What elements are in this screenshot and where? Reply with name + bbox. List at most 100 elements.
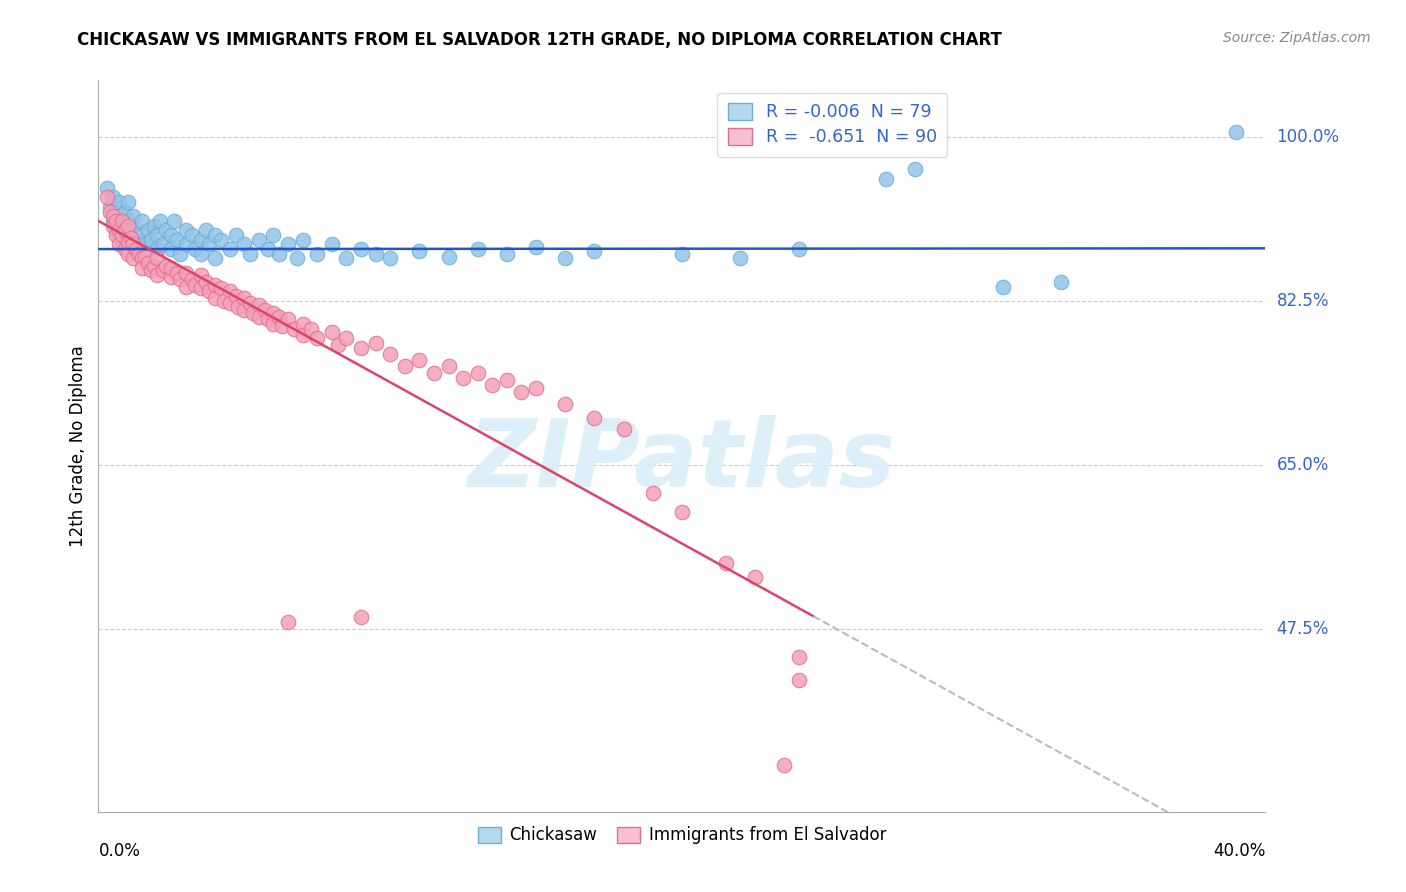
Point: [380, 252, 402, 266]
Point: [218, 296, 240, 310]
Point: [225, 227, 247, 242]
Y-axis label: 12th Grade, No Diploma: 12th Grade, No Diploma: [69, 345, 87, 547]
Point: [183, 277, 205, 292]
Point: [117, 214, 139, 228]
Point: [253, 303, 276, 318]
Point: [98, 200, 121, 214]
Point: [146, 252, 169, 266]
Legend: Chickasaw, Immigrants from El Salvador: Chickasaw, Immigrants from El Salvador: [471, 820, 893, 851]
Point: [247, 233, 270, 247]
Text: 65.0%: 65.0%: [1277, 456, 1329, 474]
Point: [122, 233, 145, 247]
Point: [350, 609, 373, 624]
Point: [146, 268, 169, 283]
Point: [96, 181, 118, 195]
Point: [612, 422, 634, 436]
Text: Source: ZipAtlas.com: Source: ZipAtlas.com: [1223, 31, 1371, 45]
Point: [139, 262, 162, 277]
Point: [467, 366, 489, 380]
Point: [307, 246, 329, 260]
Point: [128, 237, 150, 252]
Point: [510, 384, 533, 399]
Point: [1050, 275, 1073, 289]
Point: [101, 214, 124, 228]
Point: [256, 312, 278, 326]
Point: [183, 242, 205, 256]
Point: [204, 277, 226, 292]
Point: [787, 242, 810, 256]
Point: [174, 223, 197, 237]
Point: [408, 352, 430, 367]
Point: [641, 486, 664, 500]
Point: [262, 227, 284, 242]
Point: [122, 237, 145, 252]
Point: [269, 246, 291, 260]
Point: [163, 214, 186, 228]
Point: [111, 227, 134, 242]
Point: [335, 252, 357, 266]
Point: [277, 615, 299, 630]
Point: [350, 341, 373, 355]
Point: [730, 252, 752, 266]
Point: [218, 285, 240, 299]
Point: [321, 237, 343, 252]
Point: [583, 244, 606, 258]
Point: [271, 318, 294, 333]
Point: [101, 190, 124, 204]
Point: [131, 260, 153, 275]
Point: [98, 204, 121, 219]
Point: [146, 242, 169, 256]
Point: [744, 570, 766, 584]
Point: [134, 237, 156, 252]
Point: [394, 359, 416, 374]
Point: [131, 214, 153, 228]
Point: [451, 371, 474, 385]
Point: [496, 373, 519, 387]
Point: [136, 256, 159, 270]
Point: [262, 317, 284, 331]
Point: [991, 279, 1014, 293]
Point: [166, 266, 188, 280]
Point: [134, 250, 156, 264]
Point: [101, 209, 124, 223]
Point: [160, 227, 183, 242]
Point: [269, 310, 291, 324]
Point: [307, 331, 329, 345]
Point: [209, 281, 232, 295]
Point: [190, 268, 212, 283]
Point: [350, 242, 373, 256]
Point: [174, 279, 197, 293]
Point: [195, 223, 218, 237]
Point: [169, 246, 191, 260]
Point: [104, 227, 127, 242]
Point: [335, 331, 357, 345]
Text: 47.5%: 47.5%: [1277, 620, 1329, 638]
Point: [233, 291, 256, 305]
Point: [166, 233, 188, 247]
Point: [326, 337, 349, 351]
Point: [120, 223, 142, 237]
Point: [108, 237, 131, 252]
Point: [108, 223, 131, 237]
Point: [152, 237, 174, 252]
Point: [277, 237, 299, 252]
Point: [104, 204, 127, 219]
Point: [160, 270, 183, 285]
Point: [152, 262, 174, 277]
Point: [496, 246, 519, 260]
Point: [291, 317, 314, 331]
Point: [233, 303, 256, 318]
Point: [190, 281, 212, 295]
Point: [239, 246, 262, 260]
Point: [1225, 125, 1247, 139]
Point: [96, 190, 118, 204]
Point: [218, 242, 240, 256]
Point: [160, 242, 183, 256]
Point: [277, 312, 299, 326]
Point: [787, 673, 810, 688]
Point: [195, 275, 218, 289]
Point: [117, 195, 139, 210]
Point: [146, 227, 169, 242]
Point: [380, 347, 402, 361]
Point: [212, 293, 235, 308]
